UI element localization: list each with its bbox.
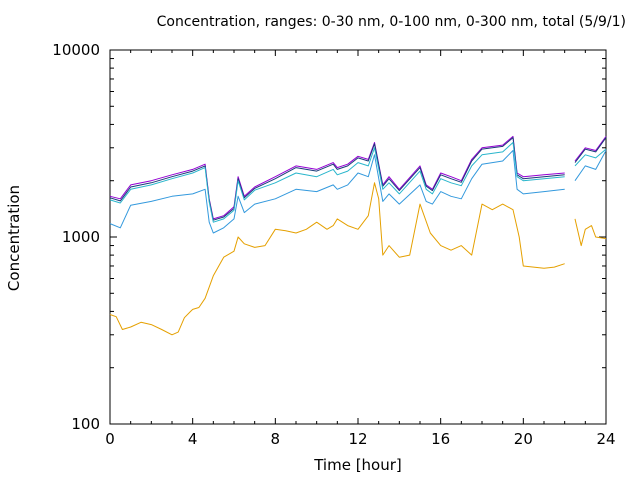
x-tick-label: 12 [348,430,367,448]
x-tick-label: 4 [188,430,198,448]
series-line-0-100-nm [109,142,607,223]
y-tick-label: 1000 [62,228,100,246]
plot-frame [109,49,607,425]
series-line-0-300-nm [109,137,607,221]
x-tick-label: 20 [514,430,533,448]
y-tick-label: 10000 [52,41,100,59]
x-tick-label: 16 [431,430,450,448]
series-line-extra [109,182,607,336]
y-tick-label: 100 [71,415,100,433]
x-tick-label: 24 [596,430,615,448]
x-tick-label: 0 [105,430,115,448]
chart-title: Concentration, ranges: 0-30 nm, 0-100 nm… [156,14,626,30]
x-axis-label: Time [hour] [314,456,402,474]
series-line-0-30-nm [109,150,607,234]
x-tick-label: 8 [271,430,281,448]
